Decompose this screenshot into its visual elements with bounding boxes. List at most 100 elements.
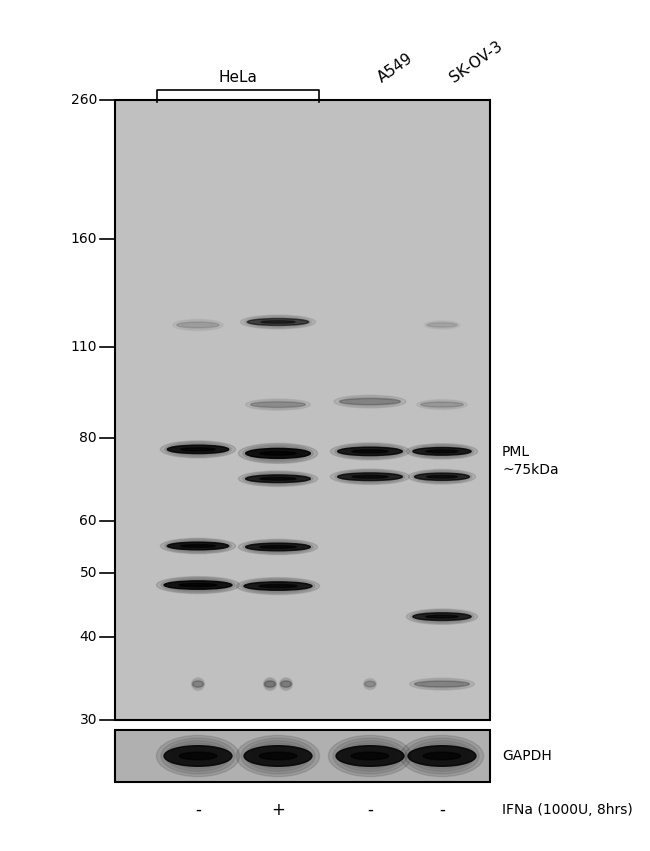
Ellipse shape xyxy=(330,443,410,460)
Ellipse shape xyxy=(405,738,479,774)
Text: GAPDH: GAPDH xyxy=(502,749,552,763)
Ellipse shape xyxy=(164,581,232,589)
Ellipse shape xyxy=(242,444,313,462)
Ellipse shape xyxy=(415,681,469,687)
Ellipse shape xyxy=(333,738,407,774)
Ellipse shape xyxy=(240,315,316,329)
Ellipse shape xyxy=(339,471,401,483)
Ellipse shape xyxy=(410,610,474,624)
Ellipse shape xyxy=(412,471,472,483)
Ellipse shape xyxy=(426,476,458,478)
Ellipse shape xyxy=(157,577,240,593)
Text: +: + xyxy=(271,801,285,819)
Ellipse shape xyxy=(244,316,311,328)
Ellipse shape xyxy=(237,578,320,595)
Ellipse shape xyxy=(164,540,231,552)
Ellipse shape xyxy=(166,740,231,771)
Ellipse shape xyxy=(365,682,376,687)
Text: 30: 30 xyxy=(79,713,97,727)
Ellipse shape xyxy=(181,545,215,547)
Ellipse shape xyxy=(281,679,291,689)
Ellipse shape xyxy=(246,448,311,459)
Ellipse shape xyxy=(414,611,470,622)
Ellipse shape xyxy=(161,738,235,774)
Text: -: - xyxy=(367,801,373,819)
Ellipse shape xyxy=(426,323,458,327)
Ellipse shape xyxy=(337,447,402,455)
Ellipse shape xyxy=(334,395,406,408)
Text: -: - xyxy=(439,801,445,819)
Ellipse shape xyxy=(337,473,402,481)
Ellipse shape xyxy=(168,540,227,551)
Ellipse shape xyxy=(423,752,461,760)
Ellipse shape xyxy=(340,397,400,407)
Ellipse shape xyxy=(406,443,478,459)
Ellipse shape xyxy=(259,752,297,760)
Ellipse shape xyxy=(167,445,229,454)
Ellipse shape xyxy=(239,540,318,555)
Ellipse shape xyxy=(246,543,311,551)
Ellipse shape xyxy=(415,473,469,481)
Ellipse shape xyxy=(250,402,306,408)
Ellipse shape xyxy=(241,738,315,774)
Ellipse shape xyxy=(161,539,235,554)
Ellipse shape xyxy=(351,752,389,760)
Text: 50: 50 xyxy=(79,566,97,580)
Text: 60: 60 xyxy=(79,514,97,528)
Text: 110: 110 xyxy=(70,340,97,354)
Ellipse shape xyxy=(328,735,411,777)
Ellipse shape xyxy=(242,472,313,485)
Ellipse shape xyxy=(179,752,217,760)
Ellipse shape xyxy=(237,735,320,777)
Ellipse shape xyxy=(416,471,468,483)
Text: A549: A549 xyxy=(375,50,416,85)
Text: 160: 160 xyxy=(70,232,97,247)
Ellipse shape xyxy=(246,475,311,483)
Ellipse shape xyxy=(181,448,215,451)
Ellipse shape xyxy=(413,448,471,455)
Ellipse shape xyxy=(192,677,205,690)
Ellipse shape xyxy=(281,681,291,688)
Ellipse shape xyxy=(168,443,227,455)
Ellipse shape xyxy=(260,477,296,480)
Ellipse shape xyxy=(242,540,313,554)
Ellipse shape xyxy=(241,579,315,593)
Ellipse shape xyxy=(244,745,312,766)
Ellipse shape xyxy=(339,398,400,405)
Ellipse shape xyxy=(335,444,406,459)
Ellipse shape xyxy=(413,613,471,620)
Ellipse shape xyxy=(417,400,467,409)
Ellipse shape xyxy=(166,579,231,591)
Ellipse shape xyxy=(177,323,220,328)
Ellipse shape xyxy=(164,442,231,457)
Bar xyxy=(115,730,490,782)
Ellipse shape xyxy=(247,318,309,325)
Ellipse shape xyxy=(330,469,410,484)
Text: SK-OV-3: SK-OV-3 xyxy=(447,38,505,85)
Ellipse shape xyxy=(247,473,309,484)
Ellipse shape xyxy=(336,745,404,766)
Ellipse shape xyxy=(239,443,318,464)
Text: IFNa (1000U, 8hrs): IFNa (1000U, 8hrs) xyxy=(502,803,632,817)
Ellipse shape xyxy=(161,441,235,458)
Ellipse shape xyxy=(260,452,296,455)
Ellipse shape xyxy=(408,745,476,766)
Ellipse shape xyxy=(246,740,311,771)
Ellipse shape xyxy=(247,446,309,461)
Ellipse shape xyxy=(164,745,232,766)
Ellipse shape xyxy=(410,445,474,458)
Ellipse shape xyxy=(410,678,474,690)
Ellipse shape xyxy=(352,450,388,453)
Ellipse shape xyxy=(400,735,484,777)
Ellipse shape xyxy=(410,740,474,771)
Ellipse shape xyxy=(192,681,203,688)
Text: 80: 80 xyxy=(79,431,97,445)
Bar xyxy=(115,100,490,720)
Text: 260: 260 xyxy=(71,93,97,107)
Ellipse shape xyxy=(260,545,296,548)
Ellipse shape xyxy=(352,476,388,478)
Ellipse shape xyxy=(239,471,318,487)
Ellipse shape xyxy=(280,677,292,690)
Ellipse shape xyxy=(247,541,309,552)
Ellipse shape xyxy=(259,585,297,587)
